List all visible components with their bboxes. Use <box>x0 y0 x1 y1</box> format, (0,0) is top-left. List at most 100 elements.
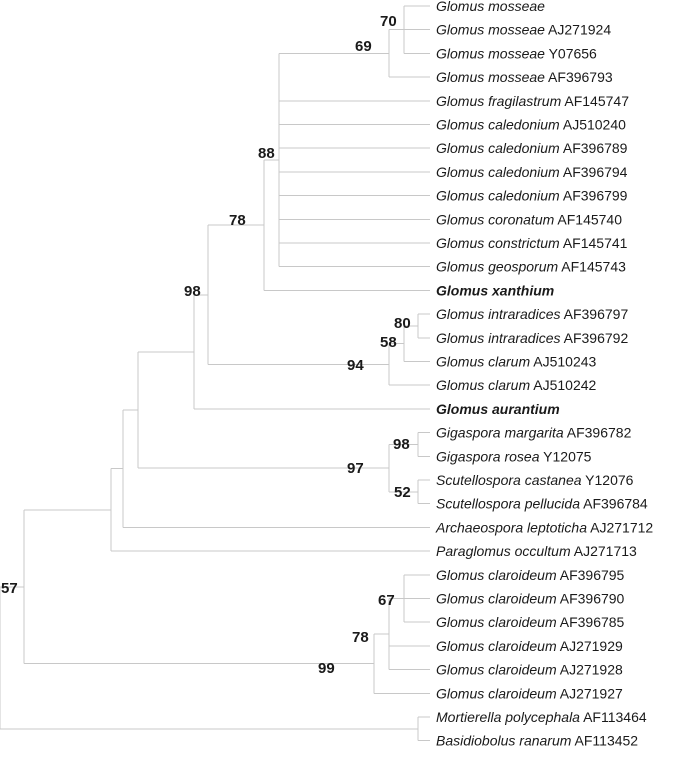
taxon-species-name: Glomus mosseae <box>436 0 545 14</box>
taxon-label: Glomus claroideum AF396795 <box>436 567 625 583</box>
support-value: 57 <box>1 580 18 597</box>
taxon-accession: AF396790 <box>557 591 625 607</box>
taxon-label: Glomus aurantium <box>436 401 560 417</box>
taxon-accession: AF113452 <box>571 733 638 749</box>
taxon-species-name: Glomus mosseae <box>436 45 545 61</box>
taxon-label: Basidiobolus ranarum AF113452 <box>436 733 638 749</box>
taxon-label: Glomus mosseae <box>436 0 545 14</box>
support-value: 70 <box>380 13 397 30</box>
taxon-accession: AJ271927 <box>557 685 623 701</box>
taxon-accession: AF145747 <box>561 93 629 109</box>
taxon-species-name: Gigaspora margarita <box>436 425 564 441</box>
taxon-label: Glomus coronatum AF145740 <box>436 211 622 227</box>
taxon-species-name: Glomus claroideum <box>436 567 557 583</box>
taxon-species-name: Mortierella polycephala <box>436 709 580 725</box>
support-value: 52 <box>394 484 411 501</box>
taxon-species-name: Glomus claroideum <box>436 662 557 678</box>
support-value: 98 <box>184 283 201 300</box>
taxon-species-name: Glomus mosseae <box>436 22 545 38</box>
taxon-species-name: Glomus claroideum <box>436 685 557 701</box>
taxon-species-name: Glomus mosseae <box>436 69 545 85</box>
taxon-species-name: Scutellospora castanea <box>436 472 582 488</box>
taxon-accession: AF145740 <box>554 211 622 227</box>
taxon-label: Glomus caledonium AF396799 <box>436 188 628 204</box>
taxon-species-name: Glomus aurantium <box>436 401 560 417</box>
taxon-species-name: Glomus claroideum <box>436 638 557 654</box>
taxon-accession: AF396793 <box>545 69 613 85</box>
taxon-accession: AF145741 <box>560 235 628 251</box>
support-value: 78 <box>352 629 369 646</box>
taxon-accession: AF396789 <box>560 140 628 156</box>
taxon-species-name: Glomus geosporum <box>436 259 559 275</box>
taxon-species-name: Glomus clarum <box>436 377 530 393</box>
taxon-species-name: Gigaspora rosea <box>436 448 540 464</box>
taxon-species-name: Glomus caledonium <box>436 140 560 156</box>
taxon-accession: AF145743 <box>558 259 626 275</box>
taxon-accession: AF396799 <box>560 188 628 204</box>
taxon-label: Glomus mosseae AJ271924 <box>436 22 611 38</box>
support-value: 94 <box>347 357 364 374</box>
taxon-label: Glomus mosseae Y07656 <box>436 45 597 61</box>
taxon-accession: AJ510242 <box>530 377 596 393</box>
taxon-label: Glomus intraradices AF396797 <box>436 306 628 322</box>
support-value: 99 <box>318 660 335 677</box>
support-value: 69 <box>355 38 372 55</box>
taxon-species-name: Glomus claroideum <box>436 614 557 630</box>
taxon-accession: AF396797 <box>561 306 629 322</box>
taxon-label: Glomus intraradices AF396792 <box>436 330 628 346</box>
support-value: 78 <box>229 212 246 229</box>
taxon-accession: Y07656 <box>545 45 597 61</box>
taxon-label: Scutellospora pellucida AF396784 <box>436 496 648 512</box>
taxon-label: Gigaspora rosea Y12075 <box>436 448 592 464</box>
taxon-label: Glomus fragilastrum AF145747 <box>436 93 629 109</box>
taxon-label: Mortierella polycephala AF113464 <box>436 709 647 725</box>
support-value: 80 <box>394 315 411 332</box>
taxon-label: Scutellospora castanea Y12076 <box>436 472 634 488</box>
taxon-label: Glomus claroideum AJ271929 <box>436 638 623 654</box>
taxon-label: Glomus mosseae AF396793 <box>436 69 613 85</box>
taxon-species-name: Glomus clarum <box>436 354 530 370</box>
taxon-accession: AJ271928 <box>557 662 623 678</box>
taxon-species-name: Glomus caledonium <box>436 117 560 133</box>
taxon-accession: Y12075 <box>540 448 592 464</box>
taxon-label: Glomus xanthium <box>436 282 554 298</box>
taxon-accession: AF396794 <box>560 164 628 180</box>
taxon-species-name: Glomus fragilastrum <box>436 93 562 109</box>
taxon-accession: AF396782 <box>564 425 632 441</box>
taxon-label: Glomus clarum AJ510243 <box>436 354 597 370</box>
taxon-accession: AF396795 <box>557 567 625 583</box>
support-value: 58 <box>380 334 397 351</box>
taxon-species-name: Glomus caledonium <box>436 188 560 204</box>
taxon-label: Glomus clarum AJ510242 <box>436 377 597 393</box>
support-values: 70 69 88 78 98 80 58 94 98 97 52 78 67 99 57 <box>1 13 411 677</box>
taxon-species-name: Scutellospora pellucida <box>436 496 580 512</box>
taxon-species-name: Glomus xanthium <box>436 282 554 298</box>
taxon-species-name: Paraglomus occultum <box>436 543 571 559</box>
taxon-species-name: Glomus claroideum <box>436 591 557 607</box>
taxon-species-name: Archaeospora leptoticha <box>435 519 587 535</box>
taxon-species-name: Glomus caledonium <box>436 164 560 180</box>
taxon-accession: Y12076 <box>582 472 634 488</box>
support-value: 67 <box>378 592 395 609</box>
taxon-accession: AJ271712 <box>587 519 653 535</box>
tree-branches <box>0 5 430 742</box>
taxon-species-name: Glomus intraradices <box>436 330 561 346</box>
taxon-species-name: Glomus constrictum <box>436 235 560 251</box>
taxon-label: Glomus geosporum AF145743 <box>436 259 626 275</box>
taxon-species-name: Glomus intraradices <box>436 306 561 322</box>
support-value: 97 <box>347 460 364 477</box>
taxon-accession: AJ271713 <box>571 543 637 559</box>
taxon-accession: AJ271929 <box>557 638 623 654</box>
support-value: 88 <box>258 145 275 162</box>
taxon-accession: AJ271924 <box>545 22 611 38</box>
taxon-label: Glomus claroideum AJ271928 <box>436 662 623 678</box>
taxon-accession: AJ510243 <box>530 354 596 370</box>
taxon-accession: AF396785 <box>557 614 625 630</box>
taxon-species-name: Glomus coronatum <box>436 211 555 227</box>
taxon-label: Glomus caledonium AJ510240 <box>436 117 626 133</box>
taxon-accession: AF396784 <box>580 496 648 512</box>
taxon-label: Glomus claroideum AJ271927 <box>436 685 623 701</box>
taxon-species-name: Basidiobolus ranarum <box>436 733 572 749</box>
